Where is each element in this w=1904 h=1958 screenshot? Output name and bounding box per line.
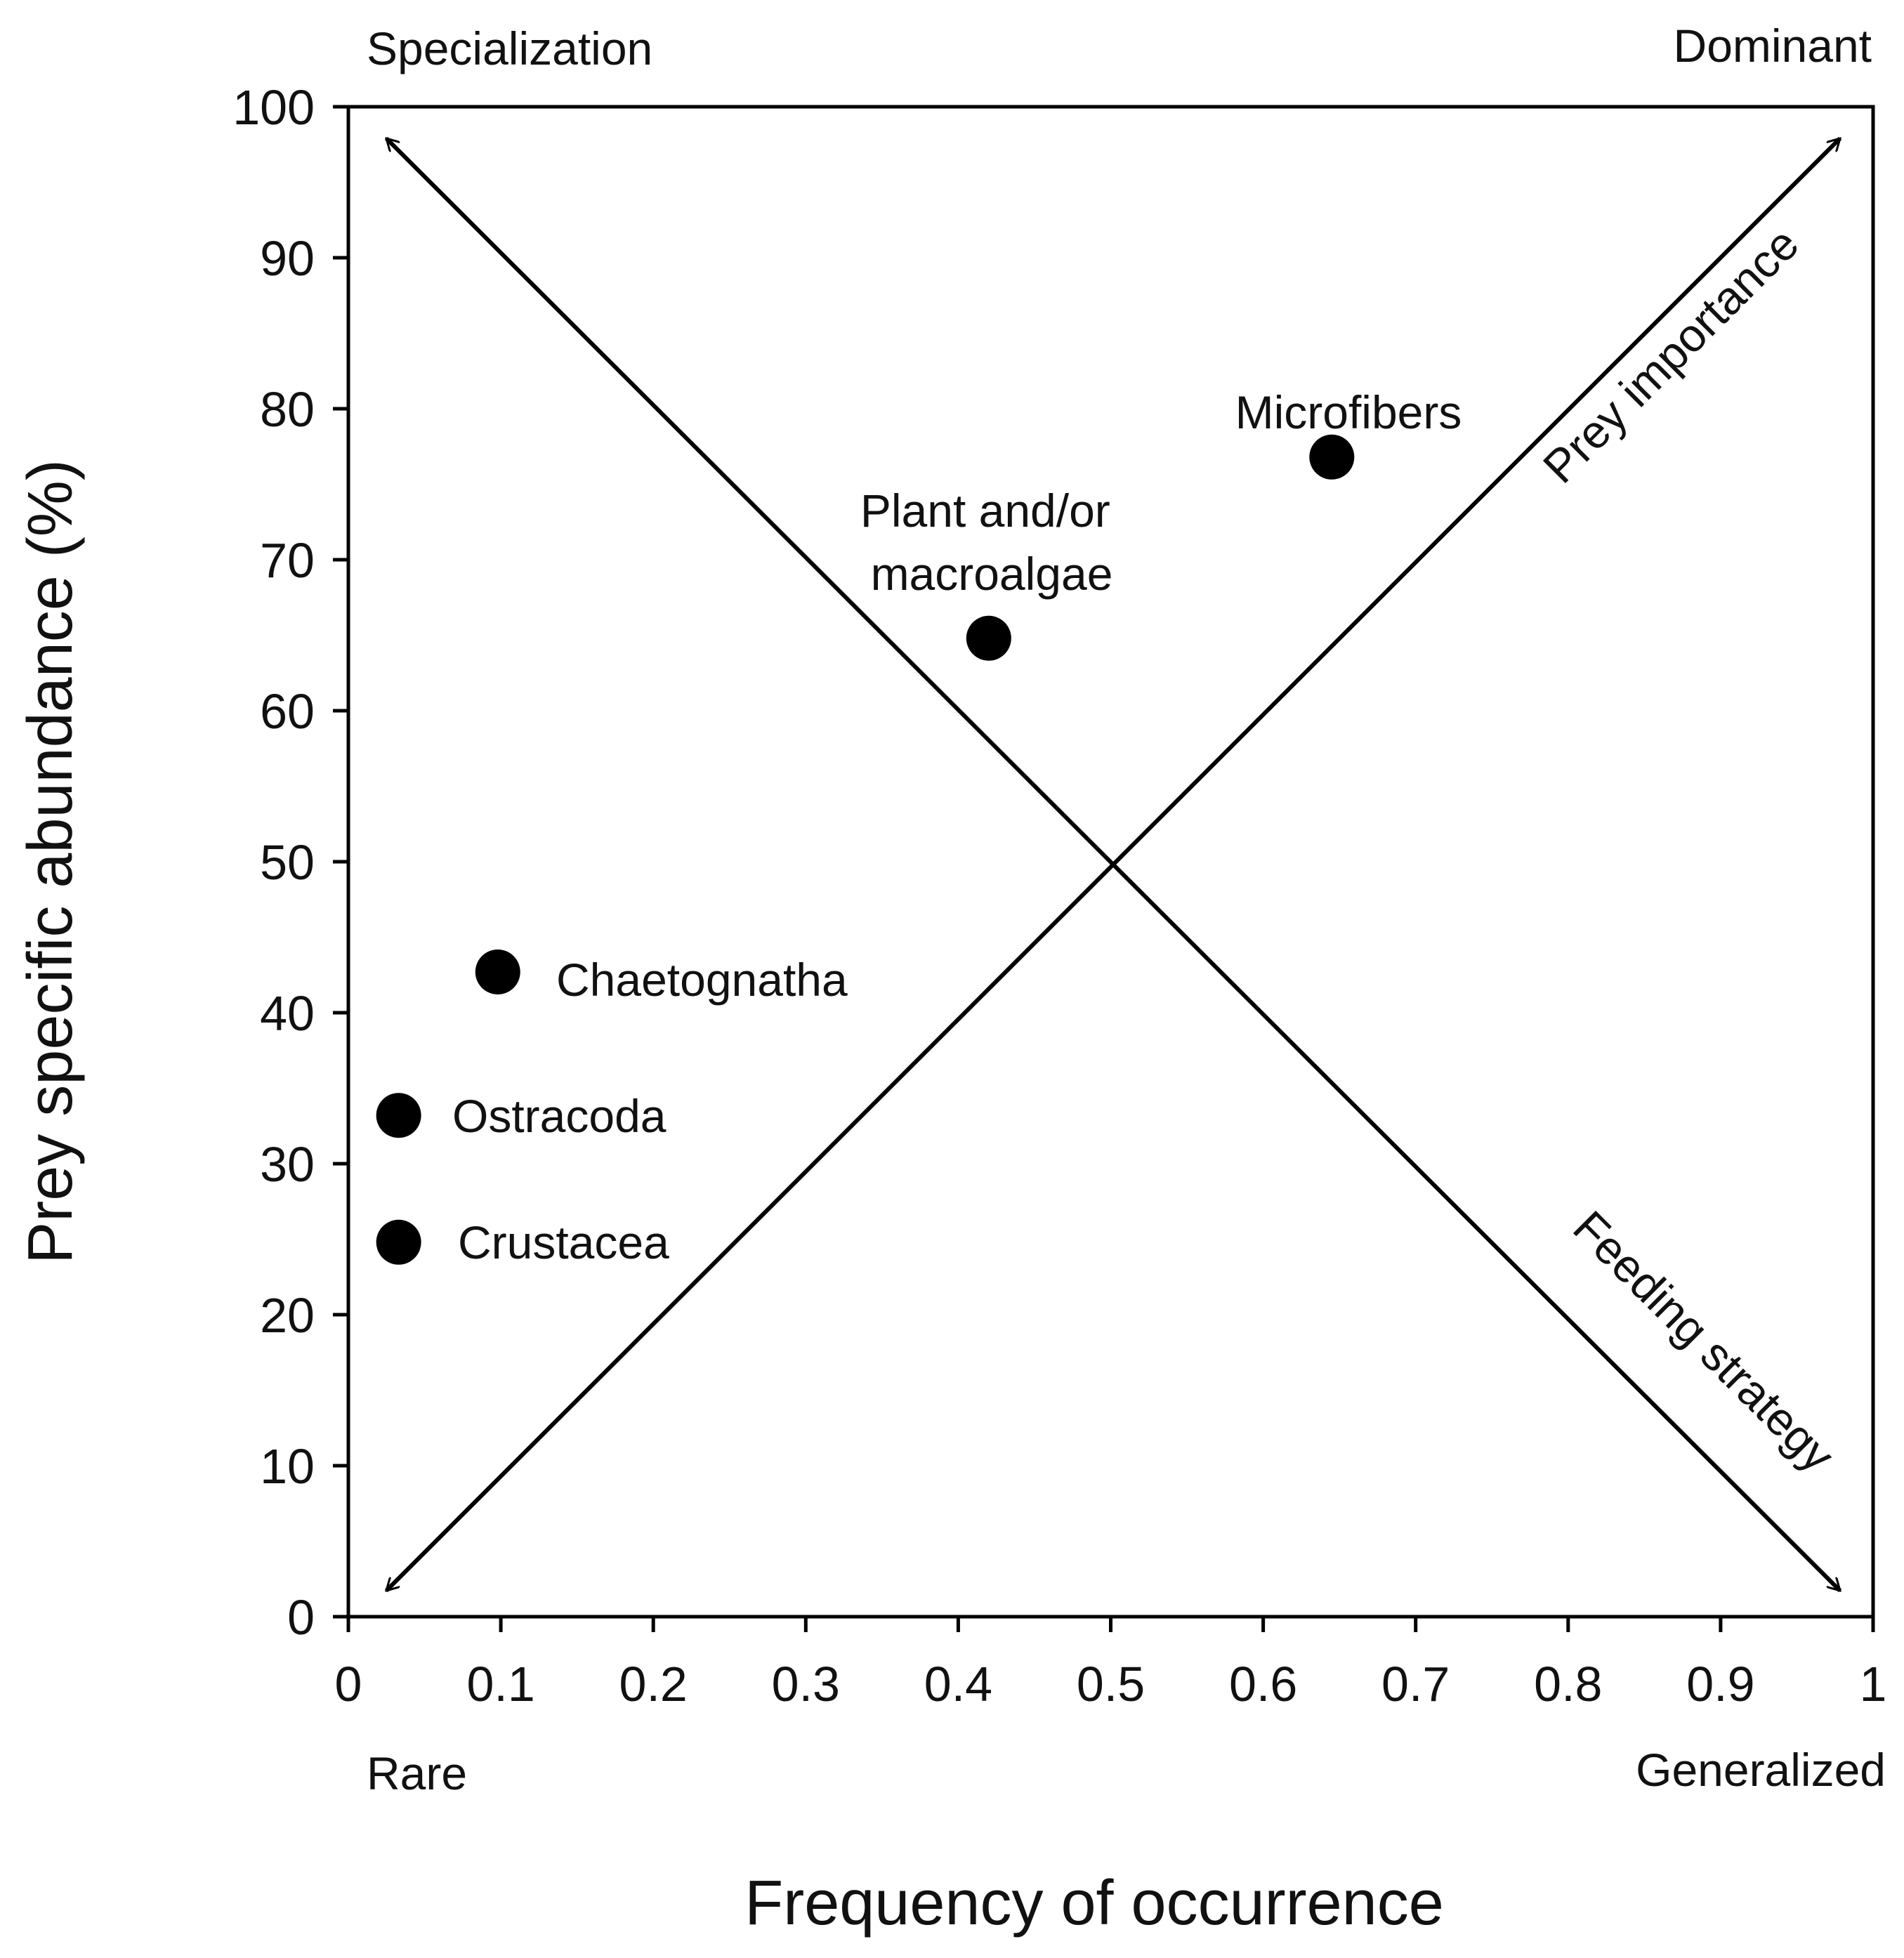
x-axis: 0 0.1 0.2 0.3 0.4 0.5 0.6 0.7 0.8 0.9 1 xyxy=(335,1617,1887,1711)
x-axis-title: Frequency of occurrence xyxy=(744,1868,1444,1938)
data-point xyxy=(376,1093,421,1138)
x-tick-label: 0.5 xyxy=(1077,1657,1145,1711)
data-points xyxy=(376,434,1355,1265)
y-tick-label: 70 xyxy=(260,533,315,588)
feeding-strategy-label: Feeding strategy xyxy=(1563,1201,1844,1482)
point-label-ostracoda: Ostracoda xyxy=(452,1090,667,1142)
y-tick-label: 50 xyxy=(260,835,315,890)
y-tick-label: 30 xyxy=(260,1137,315,1192)
data-point xyxy=(1309,434,1355,480)
x-tick-label: 1 xyxy=(1860,1657,1887,1711)
y-tick-label: 100 xyxy=(232,80,315,135)
x-tick-label: 0.7 xyxy=(1381,1657,1450,1711)
point-label-crustacea: Crustacea xyxy=(458,1216,669,1268)
corner-label-rare: Rare xyxy=(367,1747,467,1799)
point-label-plant-line-1: Plant and/or xyxy=(860,485,1110,537)
feeding-strategy-arrow xyxy=(386,138,1840,1591)
point-label-plant-macroalgae: Plant and/or macroalgae xyxy=(860,485,1123,600)
x-tick-label: 0.1 xyxy=(466,1657,534,1711)
y-tick-label: 0 xyxy=(287,1590,315,1645)
x-tick-label: 0.3 xyxy=(772,1657,840,1711)
prey-importance-label: Prey importance xyxy=(1533,218,1808,493)
y-tick-label: 90 xyxy=(260,231,315,286)
y-tick-label: 10 xyxy=(260,1439,315,1494)
y-tick-label: 20 xyxy=(260,1288,315,1343)
x-tick-label: 0.4 xyxy=(924,1657,992,1711)
point-label-chaetognatha: Chaetognatha xyxy=(556,954,848,1006)
x-tick-label: 0.9 xyxy=(1686,1657,1754,1711)
y-axis: 0 10 20 30 40 50 60 70 80 90 100 xyxy=(232,80,348,1645)
y-tick-label: 40 xyxy=(260,986,315,1041)
y-tick-label: 80 xyxy=(260,382,315,437)
y-tick-label: 60 xyxy=(260,684,315,739)
corner-label-generalized: Generalized xyxy=(1636,1744,1886,1796)
data-point xyxy=(966,615,1011,661)
y-axis-title: Prey specific abundance (%) xyxy=(15,459,86,1264)
point-label-microfibers: Microfibers xyxy=(1235,386,1462,438)
x-tick-label: 0.2 xyxy=(619,1657,688,1711)
point-label-plant-line-2: macroalgae xyxy=(871,548,1113,600)
corner-label-specialization: Specialization xyxy=(367,22,652,74)
x-tick-label: 0 xyxy=(335,1657,362,1711)
x-tick-label: 0.6 xyxy=(1229,1657,1297,1711)
data-point xyxy=(376,1219,421,1265)
data-point xyxy=(475,949,520,994)
x-tick-label: 0.8 xyxy=(1534,1657,1602,1711)
corner-label-dominant: Dominant xyxy=(1674,20,1872,72)
